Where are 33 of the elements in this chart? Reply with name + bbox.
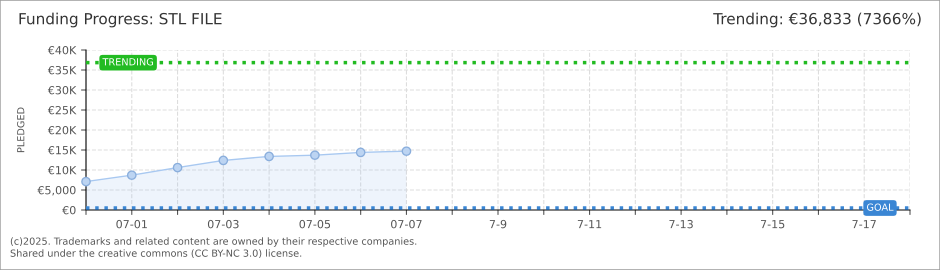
x-tick-label: 07-07: [391, 220, 422, 228]
point: [172, 162, 182, 172]
y-tick-label: €25K: [48, 106, 77, 114]
y-tick-label: €35K: [48, 66, 77, 74]
chart-subtitle: Trending: €36,833 (7366%): [713, 12, 921, 28]
y-tick-label: €0: [62, 206, 76, 214]
x-tick-label: 07-05: [299, 220, 330, 228]
x-tick-label: 7-13: [669, 220, 693, 228]
x-tick-label: 7-15: [760, 220, 784, 228]
point: [218, 156, 228, 166]
text: Shared under the creative commons (CC BY-NC 3.0) license.: [10, 249, 302, 258]
y-tick-label: €20K: [48, 126, 77, 134]
point: [356, 148, 366, 158]
point: [310, 150, 320, 160]
point: [81, 176, 91, 186]
point: [402, 146, 412, 156]
text: (c)2025. Trademarks and related content are owned by their respective companies.: [10, 237, 416, 247]
x-tick-label: 7-11: [578, 220, 602, 228]
y-tick-label: €40K: [48, 46, 77, 54]
y-tick-label: €5,000: [37, 186, 76, 196]
point: [126, 170, 137, 180]
y-tick-label: €10K: [48, 166, 77, 174]
ref-line-label: TRENDING: [102, 58, 153, 66]
chart-title: Funding Progress: STL FILE: [20, 12, 222, 28]
y-tick-label: €30K: [48, 86, 77, 94]
y-tick-label: €15K: [48, 146, 77, 154]
point: [264, 152, 274, 162]
ref-line-label: GOAL: [866, 203, 894, 211]
x-tick-label: 07-03: [208, 220, 239, 228]
y-axis-title: PLEDGED: [17, 108, 24, 152]
x-tick-label: 07-01: [116, 220, 147, 228]
x-tick-label: 7-17: [852, 220, 876, 228]
x-tick-label: 7-9: [490, 220, 506, 228]
